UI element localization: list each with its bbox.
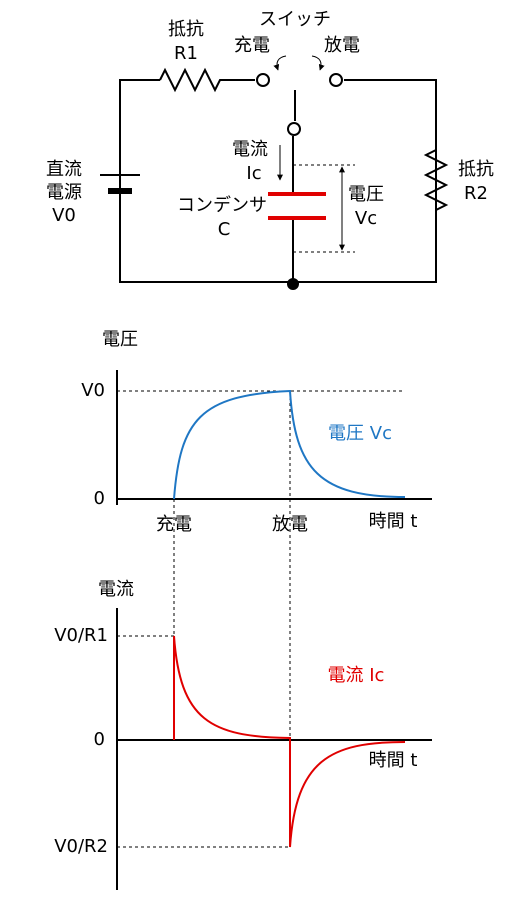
label: 充電 <box>234 35 270 56</box>
tick-label: V0/R1 <box>54 625 108 646</box>
curve-label: 電圧 Vc <box>328 423 392 444</box>
tick-label: 放電 <box>272 514 308 535</box>
label: 抵抗 <box>168 19 204 40</box>
label: 電圧 <box>348 184 384 205</box>
tick-label: 0 <box>94 488 105 509</box>
curve-label: 電流 Ic <box>328 665 385 686</box>
label: C <box>218 219 231 240</box>
label: V0 <box>52 205 76 226</box>
current-graph: 電流 V0/R1 0 V0/R2 電流 Ic 時間 t <box>54 579 432 890</box>
tick-label: V0 <box>81 380 105 401</box>
label: Ic <box>246 163 261 184</box>
label: 抵抗 <box>458 159 494 180</box>
axis-label: 電圧 <box>102 329 138 350</box>
axis-label: 時間 t <box>369 750 418 771</box>
label: R1 <box>174 43 198 64</box>
label: R2 <box>464 183 488 204</box>
axis-label: 電流 <box>98 579 134 600</box>
label: 電源 <box>46 182 82 203</box>
voltage-graph: 電圧 V0 0 電圧 Vc 充電 放電 時間 t <box>81 329 432 740</box>
tick-label: V0/R2 <box>54 836 108 857</box>
label: Vc <box>355 208 377 229</box>
tick-label: 0 <box>94 729 105 750</box>
label: 電流 <box>232 139 268 160</box>
label: 放電 <box>324 35 360 56</box>
label: 直流 <box>46 159 82 180</box>
label: スイッチ <box>259 9 331 30</box>
axis-label: 時間 t <box>369 511 418 532</box>
tick-label: 充電 <box>156 514 192 535</box>
label: コンデンサ <box>177 195 267 216</box>
circuit: 抵抗 R1 スイッチ 充電 放電 直流 電源 V0 電流 Ic コンデンサ C … <box>46 9 494 290</box>
